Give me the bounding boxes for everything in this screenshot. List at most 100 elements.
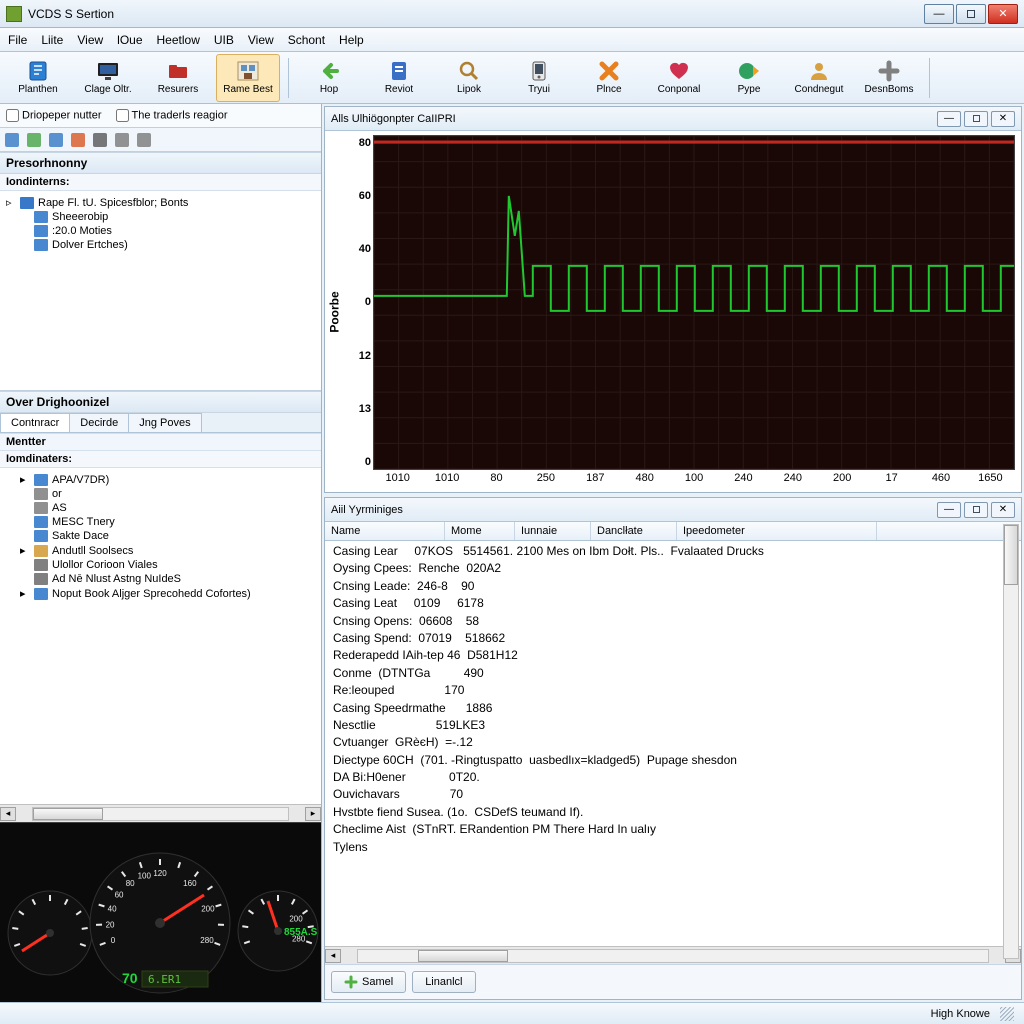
tabs: ContnracrDecirdeJng Poves <box>0 413 321 433</box>
data-row[interactable]: Rederapedd IAih-tep 46 D581H12 <box>325 647 1021 664</box>
data-row[interactable]: Hvstbte fiend Susea. (1o. CSDefS teuмand… <box>325 804 1021 821</box>
sub-header-2: Iomdinaters: <box>0 451 321 468</box>
tool-ramebest[interactable]: Rame Best <box>216 54 280 102</box>
menu-help[interactable]: Help <box>339 33 364 47</box>
data-close-button[interactable]: ✕ <box>991 502 1015 518</box>
tree-item[interactable]: Sakte Dace <box>2 529 319 543</box>
data-row[interactable]: Casing Spend: 07019 518662 <box>325 630 1021 647</box>
globe-arrow-icon <box>737 60 761 82</box>
menu-uib[interactable]: UIB <box>214 33 234 47</box>
chart-maximize-button[interactable] <box>964 111 988 127</box>
tab-decirde[interactable]: Decirde <box>69 413 129 432</box>
tree-1[interactable]: ▹Rape Fl. tU. Spicesfblor; BontsSheeerob… <box>0 191 321 391</box>
titlebar: VCDS S Sertion — ✕ <box>0 0 1024 28</box>
tool-desnboms[interactable]: DesnBoms <box>857 54 921 102</box>
hscrollbar[interactable]: ◂▸ <box>0 804 321 822</box>
menu-heetlow[interactable]: Heetlow <box>157 33 200 47</box>
magnify-icon <box>457 60 481 82</box>
device-icon <box>527 60 551 82</box>
tree-item[interactable]: AS <box>2 501 319 515</box>
data-row[interactable]: Cnsing Leade: 246-8 90 <box>325 578 1021 595</box>
tool-conponal[interactable]: Conponal <box>647 54 711 102</box>
tool-lipok[interactable]: Lipok <box>437 54 501 102</box>
menu-file[interactable]: File <box>8 33 27 47</box>
tab-jng poves[interactable]: Jng Poves <box>128 413 201 432</box>
tree-item[interactable]: MESC Tnery <box>2 515 319 529</box>
mini-icon-4[interactable] <box>92 132 108 148</box>
data-row[interactable]: Cnsing Opens: 06608 58 <box>325 613 1021 630</box>
mini-icon-5[interactable] <box>114 132 130 148</box>
folder-red-icon <box>166 60 190 82</box>
chart-close-button[interactable]: ✕ <box>991 111 1015 127</box>
tree-item[interactable]: ▸APA/V7DR) <box>2 472 319 487</box>
menu-liite[interactable]: Liite <box>41 33 63 47</box>
col-header[interactable]: Mome <box>445 522 515 540</box>
tool-condnegut[interactable]: Condnegut <box>787 54 851 102</box>
col-header[interactable]: Ipeedometer <box>677 522 877 540</box>
tab-contnracr[interactable]: Contnracr <box>0 413 70 432</box>
tool-tryui[interactable]: Tryui <box>507 54 571 102</box>
tool-pype[interactable]: Pype <box>717 54 781 102</box>
data-row[interactable]: Ouvichavars 70 <box>325 786 1021 803</box>
data-row[interactable]: Tylens <box>325 839 1021 856</box>
data-row[interactable]: Checlime Aist (STnRT. ERandention PM The… <box>325 821 1021 838</box>
mini-icon-1[interactable] <box>26 132 42 148</box>
col-header[interactable]: Name <box>325 522 445 540</box>
maximize-button[interactable] <box>956 4 986 24</box>
tree-2[interactable]: ▸APA/V7DR)orASMESC TnerySakte Dace▸Andut… <box>0 468 321 804</box>
button-samel[interactable]: Samel <box>331 971 406 993</box>
data-row[interactable]: Casing Leat 0109 6178 <box>325 595 1021 612</box>
data-row[interactable]: Casing Speedrmathe 1886 <box>325 700 1021 717</box>
tree-icon <box>34 225 48 237</box>
tool-clageoltr[interactable]: Clage Oltr. <box>76 54 140 102</box>
tree-item[interactable]: ▹Rape Fl. tU. Spicesfblor; Bonts <box>2 195 319 210</box>
mini-icon-6[interactable] <box>136 132 152 148</box>
data-row[interactable]: Casing Lear 07KOS 5514561. 2100 Mes on I… <box>325 543 1021 560</box>
data-hscrollbar[interactable]: ◂▸ <box>325 946 1021 964</box>
data-row[interactable]: Oysing Cpees: Renche 020A2 <box>325 560 1021 577</box>
section-header-2: Over Drighoonizel <box>0 391 321 413</box>
tool-resurers[interactable]: Resurers <box>146 54 210 102</box>
tree-item[interactable]: Ulollor Corioon Viales <box>2 558 319 572</box>
tree-item[interactable]: ▸Andutll Soolsecs <box>2 543 319 558</box>
tree-item[interactable]: ▸Noput Book Aljger Sprecohedd Cofortes) <box>2 586 319 601</box>
data-row[interactable]: Re:leouped 170 <box>325 682 1021 699</box>
check-1[interactable]: The traderls reagior <box>116 109 228 122</box>
data-vscrollbar[interactable] <box>1003 524 1019 959</box>
menu-view[interactable]: View <box>77 33 103 47</box>
mini-icon-3[interactable] <box>70 132 86 148</box>
tree-item[interactable]: :20.0 Moties <box>2 224 319 238</box>
tree-item[interactable]: Ad Nē Nlust Astng NuIdeS <box>2 572 319 586</box>
tree-item[interactable]: Dolver Ertches) <box>2 238 319 252</box>
tree-item[interactable]: or <box>2 487 319 501</box>
check-0[interactable]: Driopeper nutter <box>6 109 102 122</box>
col-header[interactable]: Danclłate <box>591 522 677 540</box>
menu-view[interactable]: View <box>248 33 274 47</box>
tool-planthen[interactable]: Planthen <box>6 54 70 102</box>
col-header[interactable]: Iunnaie <box>515 522 591 540</box>
data-row[interactable]: Nesctlie 519LKE3 <box>325 717 1021 734</box>
close-button[interactable]: ✕ <box>988 4 1018 24</box>
data-rows[interactable]: Casing Lear 07KOS 5514561. 2100 Mes on I… <box>325 541 1021 946</box>
minimize-button[interactable]: — <box>924 4 954 24</box>
resize-grip[interactable] <box>1000 1007 1014 1021</box>
button-linanlcl[interactable]: Linanlcl <box>412 971 475 993</box>
chart-title: Alls Ulhiögonpter CaIIPRI <box>331 113 937 125</box>
data-row[interactable]: DA Bi:H0ener 0T20. <box>325 769 1021 786</box>
tool-hop[interactable]: Hop <box>297 54 361 102</box>
data-row[interactable]: Cvtuanger GRèєH) =-.12 <box>325 734 1021 751</box>
chart-minimize-button[interactable]: — <box>937 111 961 127</box>
data-row[interactable]: Conme (DTNTGa 490 <box>325 665 1021 682</box>
menu-loue[interactable]: lOue <box>117 33 142 47</box>
mini-icon-2[interactable] <box>48 132 64 148</box>
plus-gray-icon <box>877 60 901 82</box>
menu-schont[interactable]: Schont <box>288 33 325 47</box>
data-maximize-button[interactable] <box>964 502 988 518</box>
mini-icon-0[interactable] <box>4 132 20 148</box>
tree-item[interactable]: Sheeerobip <box>2 210 319 224</box>
tool-plnce[interactable]: Plnce <box>577 54 641 102</box>
tool-reviot[interactable]: Reviot <box>367 54 431 102</box>
data-row[interactable]: Diectype 60CH (701. -Ringtuspatto uasbed… <box>325 752 1021 769</box>
chart-ylabel: Poorbe <box>325 131 345 492</box>
data-minimize-button[interactable]: — <box>937 502 961 518</box>
